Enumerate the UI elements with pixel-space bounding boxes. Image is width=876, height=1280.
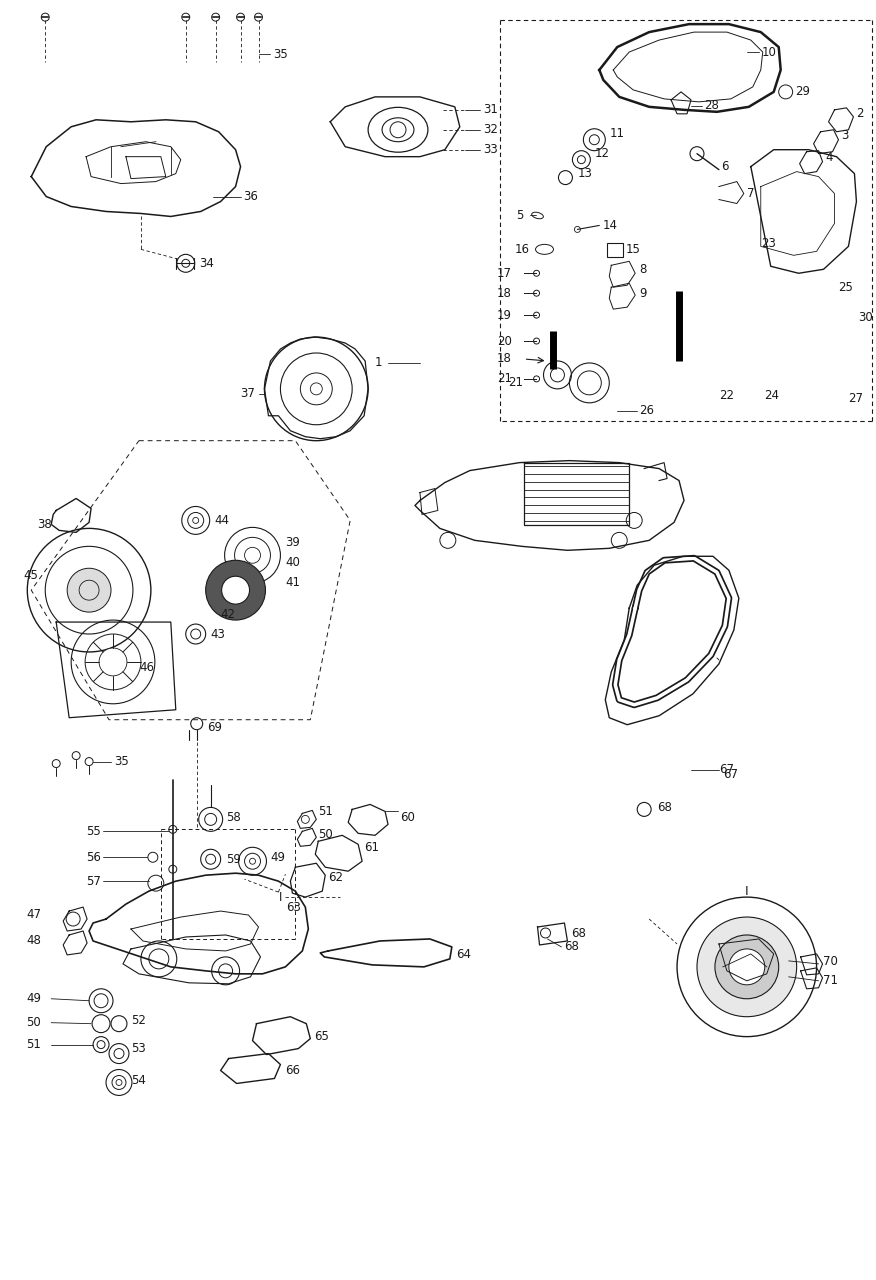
- Text: 68: 68: [657, 801, 672, 814]
- Text: 44: 44: [215, 513, 230, 527]
- Text: 51: 51: [26, 1038, 41, 1051]
- Text: 2: 2: [857, 108, 864, 120]
- Text: 31: 31: [483, 104, 498, 116]
- Text: 49: 49: [26, 992, 41, 1005]
- Text: 36: 36: [244, 189, 258, 204]
- Text: 5: 5: [516, 209, 524, 221]
- Text: 61: 61: [364, 841, 379, 854]
- Text: 46: 46: [139, 662, 154, 675]
- Text: 3: 3: [842, 129, 849, 142]
- Circle shape: [697, 916, 796, 1016]
- Text: 47: 47: [26, 908, 41, 920]
- Text: 21: 21: [509, 376, 524, 389]
- Text: 20: 20: [497, 334, 512, 348]
- Text: I: I: [745, 884, 749, 897]
- Text: 68: 68: [564, 941, 579, 954]
- Text: 9: 9: [639, 287, 646, 300]
- Text: 18: 18: [497, 287, 512, 300]
- Text: 45: 45: [24, 568, 39, 581]
- Text: 17: 17: [497, 266, 512, 280]
- Text: I: I: [279, 891, 282, 904]
- Text: 51: 51: [318, 805, 333, 818]
- Text: 11: 11: [610, 127, 625, 141]
- Text: 38: 38: [38, 518, 52, 531]
- Text: 56: 56: [86, 851, 101, 864]
- Text: 1: 1: [375, 356, 382, 370]
- Text: 33: 33: [483, 143, 498, 156]
- Text: 26: 26: [639, 404, 654, 417]
- Text: 8: 8: [639, 262, 646, 275]
- Text: 16: 16: [514, 243, 530, 256]
- Circle shape: [729, 948, 765, 984]
- Text: 21: 21: [497, 372, 512, 385]
- Text: 67: 67: [723, 768, 738, 781]
- Text: 41: 41: [286, 576, 300, 589]
- Circle shape: [222, 576, 250, 604]
- Text: 50: 50: [26, 1016, 41, 1029]
- Text: 13: 13: [577, 168, 592, 180]
- Text: 19: 19: [497, 308, 512, 321]
- Text: 6: 6: [721, 160, 729, 173]
- Text: 28: 28: [704, 100, 719, 113]
- Text: 37: 37: [241, 388, 256, 401]
- Text: 66: 66: [286, 1064, 300, 1076]
- Text: 24: 24: [764, 389, 779, 402]
- Text: 60: 60: [400, 812, 415, 824]
- Text: 64: 64: [456, 948, 470, 961]
- Circle shape: [206, 561, 265, 620]
- Text: 43: 43: [210, 627, 225, 640]
- Text: 62: 62: [328, 870, 343, 883]
- Text: 23: 23: [760, 237, 775, 250]
- Text: 15: 15: [625, 243, 640, 256]
- Circle shape: [67, 568, 111, 612]
- Text: 67: 67: [719, 763, 734, 776]
- Text: 55: 55: [87, 824, 101, 838]
- Text: 69: 69: [207, 721, 222, 735]
- Text: 68: 68: [571, 928, 586, 941]
- Text: 59: 59: [227, 852, 242, 865]
- Circle shape: [99, 648, 127, 676]
- Text: 14: 14: [603, 219, 618, 232]
- Text: 53: 53: [131, 1042, 145, 1055]
- Text: 57: 57: [86, 874, 101, 887]
- Text: 4: 4: [825, 151, 833, 164]
- Text: 34: 34: [199, 257, 214, 270]
- Text: 39: 39: [286, 536, 300, 549]
- Text: 7: 7: [747, 187, 754, 200]
- Text: 54: 54: [131, 1074, 145, 1087]
- Text: 32: 32: [483, 123, 498, 136]
- Text: 22: 22: [719, 389, 734, 402]
- Text: 58: 58: [227, 812, 242, 824]
- Text: 48: 48: [26, 934, 41, 947]
- Text: 29: 29: [795, 86, 809, 99]
- Text: 35: 35: [273, 47, 288, 60]
- Circle shape: [715, 934, 779, 998]
- Text: 12: 12: [594, 147, 610, 160]
- Text: 65: 65: [314, 1030, 329, 1043]
- Text: 52: 52: [131, 1014, 145, 1027]
- Text: 10: 10: [762, 46, 777, 59]
- Text: 50: 50: [318, 828, 333, 841]
- Text: 70: 70: [823, 955, 837, 969]
- Text: 18: 18: [497, 352, 512, 366]
- Text: 40: 40: [286, 556, 300, 568]
- Text: 63: 63: [286, 901, 301, 914]
- Text: 35: 35: [114, 755, 129, 768]
- Text: 71: 71: [823, 974, 837, 987]
- Text: 49: 49: [271, 851, 286, 864]
- Text: 25: 25: [838, 280, 853, 293]
- Text: 27: 27: [849, 393, 864, 406]
- Text: 42: 42: [221, 608, 236, 621]
- Text: 30: 30: [858, 311, 873, 324]
